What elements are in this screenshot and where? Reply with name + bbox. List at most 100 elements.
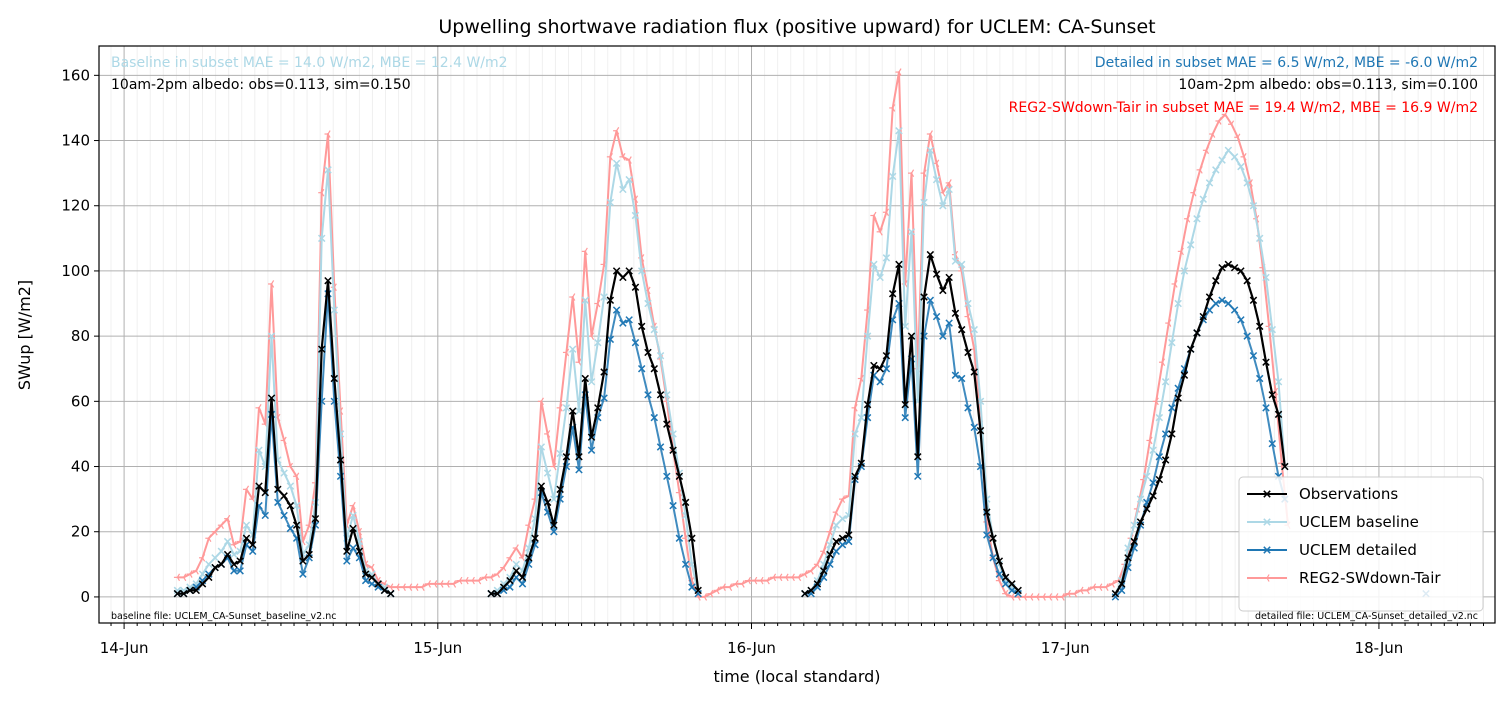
data-point [882,208,890,217]
data-point [274,485,282,494]
data-point [612,306,621,314]
detailed-albedo-annotation: 10am-2pm albedo: obs=0.113, sim=0.100 [1178,77,1478,93]
data-point [970,325,978,334]
data-point [663,472,671,481]
data-point [901,322,909,331]
data-point [180,573,187,582]
data-point [556,485,564,494]
data-point [1243,179,1251,187]
data-point [838,495,846,503]
data-point [826,527,833,536]
y-tick-label: 40 [71,458,90,476]
data-point [1205,179,1214,187]
data-point [1243,276,1251,285]
data-point [612,267,621,275]
data-point [1155,475,1164,484]
legend-label: UCLEM baseline [1299,513,1419,531]
data-point [895,127,903,135]
data-point [619,273,627,282]
data-point [324,276,332,285]
data-point [989,554,997,562]
data-point [1202,146,1210,155]
data-point [1215,117,1222,125]
legend-entry: UCLEM detailed [1247,541,1417,559]
data-point [286,524,295,533]
data-point [562,348,570,357]
data-point [261,488,269,497]
data-point [230,540,237,549]
data-point [280,492,288,500]
y-axis-label: SWup [W/m2] [15,280,34,390]
data-point [669,430,677,438]
data-point [248,541,257,549]
data-point [1136,518,1145,526]
data-point [1193,329,1201,337]
data-point [581,247,588,256]
data-point [957,374,966,383]
chart-title: Upwelling shortwave radiation flux (posi… [438,16,1155,38]
data-point [870,211,877,220]
data-point [1171,280,1178,288]
data-point [330,374,339,383]
data-point [776,573,783,582]
data-point [807,567,814,575]
data-point [1237,162,1245,171]
data-point [908,169,915,177]
data-point [895,260,903,269]
data-point [939,202,947,210]
data-point [518,580,527,588]
data-point [568,407,577,415]
data-point [637,267,646,275]
data-point [1180,267,1189,275]
data-point [506,576,514,585]
data-point [1196,166,1203,174]
data-point [1014,586,1022,595]
legend-label: UCLEM detailed [1299,541,1417,559]
data-point [876,273,884,282]
y-tick-label: 160 [61,66,90,84]
series-line [491,269,700,595]
data-point [575,407,583,415]
data-point [343,557,351,565]
data-point [399,583,406,591]
data-point [1161,378,1170,386]
data-point [1001,573,1010,582]
data-point [324,166,332,174]
data-point [914,472,922,481]
data-point [876,228,883,236]
data-point [1221,110,1228,119]
data-point [562,453,571,461]
data-point [700,593,708,601]
data-point [625,267,633,275]
data-point [1124,554,1132,562]
data-point [1143,472,1151,481]
data-point [274,498,282,507]
data-point [198,580,207,588]
data-point [631,283,640,291]
data-point [1168,430,1176,438]
data-point [964,404,972,412]
data-point [512,567,520,575]
data-point [769,573,777,582]
legend-entry: Observations [1247,485,1398,503]
data-point [1089,583,1097,591]
data-point [1249,296,1258,305]
data-point [525,521,532,530]
data-point [920,169,927,177]
data-point [299,557,307,565]
data-point [1158,358,1166,367]
data-point [832,547,840,556]
data-point [788,573,795,582]
data-point [1108,580,1115,588]
data-point [1243,332,1251,340]
data-point [606,198,615,207]
data-point [581,296,589,305]
data-point [1077,586,1084,595]
data-point [631,338,640,347]
data-point [707,589,714,598]
data-point [613,126,620,135]
data-point [1186,345,1195,353]
data-point [907,228,916,236]
data-point [305,550,313,559]
data-point [1218,296,1226,305]
